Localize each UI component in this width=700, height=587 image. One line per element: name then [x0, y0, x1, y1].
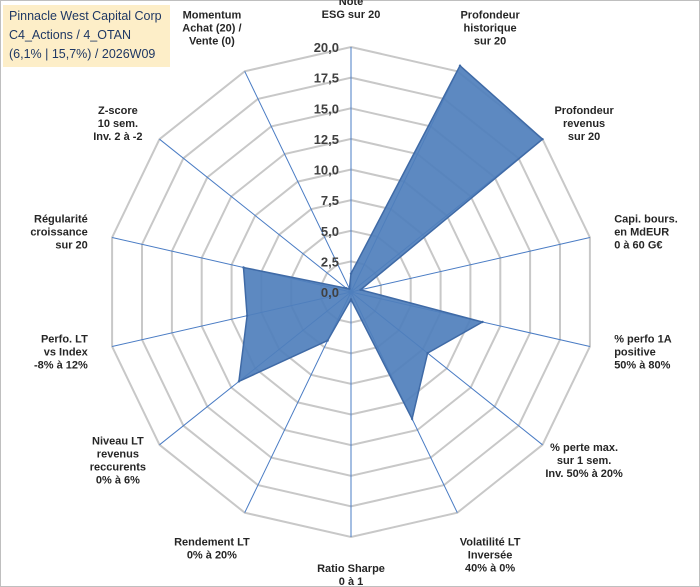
category-label-5: % perte max. sur 1 sem. Inv. 50% à 20% — [545, 442, 623, 480]
category-label-12: Z-score 10 sem. Inv. 2 à -2 — [93, 105, 142, 143]
data-point-2 — [541, 138, 544, 141]
category-label-1: Profondeur historique sur 20 — [460, 10, 520, 48]
chart-title-box: Pinnacle West Capital Corp C4_Actions / … — [3, 5, 170, 67]
tick-label: 17,5 — [314, 71, 339, 86]
category-label-3: Capi. bours. en MdEUR 0 à 60 G€ — [614, 213, 678, 251]
data-point-13 — [348, 287, 351, 290]
tick-label: 7,5 — [321, 193, 339, 208]
data-point-5 — [426, 351, 429, 355]
category-label-13: Momentum Achat (20) / Vente (0) — [182, 10, 241, 48]
tick-label: 10,0 — [314, 163, 339, 178]
category-label-11: Régularité croissance sur 20 — [30, 213, 87, 251]
tick-label: 0,0 — [321, 285, 339, 300]
chart-title-company: Pinnacle West Capital Corp — [9, 9, 162, 23]
category-label-8: Rendement LT 0% à 20% — [174, 536, 250, 561]
spoke-13 — [244, 71, 352, 293]
chart-title-stats: (6,1% | 15,7%) / 2026W09 — [9, 47, 156, 61]
spoke-3 — [350, 237, 591, 293]
data-point-8 — [326, 339, 329, 342]
category-label-6: Volatilité LT Inversée 40% à 0% — [460, 536, 521, 574]
tick-label: 5,0 — [321, 224, 339, 239]
data-point-4 — [481, 320, 484, 324]
data-point-10 — [245, 314, 249, 317]
spoke-12 — [159, 138, 352, 293]
data-point-3 — [359, 288, 362, 291]
category-label-0: Note ESG sur 20 — [322, 0, 381, 21]
tick-label: 20,0 — [314, 40, 339, 55]
tick-label: 15,0 — [314, 101, 339, 116]
tick-label: 2,5 — [321, 254, 339, 269]
category-label-4: % perfo 1A positive 50% à 80% — [614, 334, 672, 372]
data-point-6 — [410, 417, 414, 421]
category-label-10: Perfo. LT vs Index -8% à 12% — [34, 334, 89, 372]
data-point-1 — [458, 64, 462, 67]
tick-label: 12,5 — [314, 132, 339, 147]
data-point-9 — [237, 380, 241, 383]
data-point-0 — [349, 272, 353, 275]
category-label-2: Profondeur revenus sur 20 — [554, 105, 614, 143]
category-label-7: Ratio Sharpe 0 à 1 — [317, 563, 385, 587]
chart-title-portfolio: C4_Actions / 4_OTAN — [9, 28, 132, 42]
radar-category-labels: Note ESG sur 20 Profondeur historique sur 20… — [30, 0, 677, 587]
category-label-9: Niveau LT revenus reccurents 0% à 6% — [90, 435, 146, 486]
data-point-7 — [349, 298, 353, 301]
data-point-11 — [242, 266, 245, 269]
data-point-12 — [345, 287, 348, 290]
series-area — [237, 64, 544, 422]
radar-ticks: 0,0 2,5 5,0 7,5 10,0 12,5 15,0 17,5 20,0 — [314, 40, 339, 300]
radar-series — [237, 64, 544, 422]
